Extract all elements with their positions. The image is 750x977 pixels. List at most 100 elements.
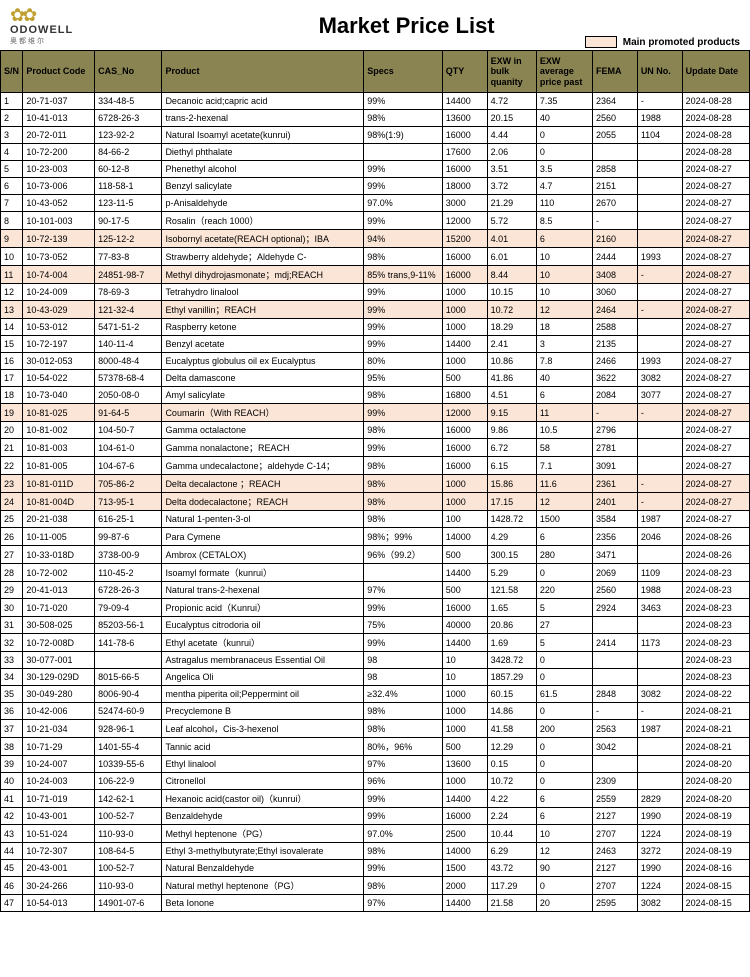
table-cell: 2151 <box>592 178 637 195</box>
table-cell <box>592 144 637 161</box>
column-header: Product Code <box>23 51 95 93</box>
table-cell: 280 <box>536 546 592 564</box>
table-cell: 38 <box>1 738 23 756</box>
table-row: 2710-33-018D3738-00-9Ambrox (CETALOX)96%… <box>1 546 750 564</box>
table-cell: Benzaldehyde <box>162 808 364 825</box>
table-cell: Ambrox (CETALOX) <box>162 546 364 564</box>
table-cell: 110 <box>536 195 592 212</box>
table-cell: 2024-08-27 <box>682 301 749 319</box>
table-header-row: S/NProduct CodeCAS_NoProductSpecsQTYEXW … <box>1 51 750 93</box>
table-cell: Isoamyl formate（kunrui） <box>162 564 364 582</box>
table-cell: 2024-08-15 <box>682 877 749 895</box>
table-cell: 1000 <box>442 353 487 370</box>
table-cell: Gamma undecalactone；aldehyde C-14； <box>162 457 364 475</box>
table-cell: 3060 <box>592 284 637 301</box>
table-cell: 10.72 <box>487 301 536 319</box>
table-row: 3810-71-291401-55-4Tannic acid80%，96%500… <box>1 738 750 756</box>
table-cell <box>364 144 442 161</box>
table-cell: 0 <box>536 703 592 720</box>
table-cell: 10.86 <box>487 353 536 370</box>
table-cell: 10-81-005 <box>23 457 95 475</box>
table-cell: 9.86 <box>487 422 536 439</box>
table-cell: 12 <box>536 493 592 511</box>
table-cell: 140-11-4 <box>95 336 162 353</box>
table-cell: 1 <box>1 93 23 110</box>
table-cell: 110-45-2 <box>95 564 162 582</box>
table-cell: 98% <box>364 387 442 404</box>
table-row: 1710-54-02257378-68-4Delta damascone95%5… <box>1 370 750 387</box>
table-cell: 97% <box>364 895 442 912</box>
table-row: 2010-81-002104-50-7Gamma octalactone98%1… <box>1 422 750 439</box>
table-cell: 1988 <box>637 110 682 127</box>
table-row: 3710-21-034928-96-1Leaf alcohol，Cis-3-he… <box>1 720 750 738</box>
table-cell: 95% <box>364 370 442 387</box>
table-cell <box>592 652 637 669</box>
table-cell: 99% <box>364 439 442 457</box>
table-cell: 20.15 <box>487 110 536 127</box>
table-row: 4310-51-024110-93-0Methyl heptenone（PG）9… <box>1 825 750 843</box>
table-cell: 17.15 <box>487 493 536 511</box>
table-cell: Delta decalactone ；REACH <box>162 475 364 493</box>
table-cell: 4.01 <box>487 230 536 248</box>
table-row: 2920-41-0136728-26-3Natural trans-2-hexe… <box>1 582 750 599</box>
table-cell: 3738-00-9 <box>95 546 162 564</box>
table-cell: 30-077-001 <box>23 652 95 669</box>
brand-logo: ✿✿ ODOWELL 奥都维尔 <box>10 6 73 46</box>
table-cell: 6 <box>1 178 23 195</box>
table-cell: 98% <box>364 493 442 511</box>
table-cell <box>637 457 682 475</box>
price-table: S/NProduct CodeCAS_NoProductSpecsQTYEXW … <box>0 50 750 912</box>
table-cell: 1000 <box>442 493 487 511</box>
table-cell <box>637 230 682 248</box>
table-cell: 60.15 <box>487 686 536 703</box>
table-cell: 6728-26-3 <box>95 582 162 599</box>
table-body: 120-71-037334-48-5Decanoic acid;capric a… <box>1 93 750 912</box>
table-cell: 15.86 <box>487 475 536 493</box>
column-header: EXW in bulk quanity <box>487 51 536 93</box>
table-cell: 98% <box>364 877 442 895</box>
table-cell: 1109 <box>637 564 682 582</box>
table-cell <box>637 669 682 686</box>
table-cell: 10-72-002 <box>23 564 95 582</box>
table-cell: 30-012-053 <box>23 353 95 370</box>
table-row: 2310-81-011D705-86-2Delta decalactone ；R… <box>1 475 750 493</box>
table-cell: 97% <box>364 756 442 773</box>
table-cell <box>637 617 682 634</box>
table-cell: 12 <box>536 843 592 860</box>
table-cell: 12000 <box>442 404 487 422</box>
table-cell: 6 <box>536 790 592 808</box>
table-cell: 5.29 <box>487 564 536 582</box>
table-cell: 10-81-011D <box>23 475 95 493</box>
table-cell: 1173 <box>637 634 682 652</box>
table-cell: 1000 <box>442 284 487 301</box>
table-cell: 2024-08-23 <box>682 582 749 599</box>
table-cell: 3 <box>536 336 592 353</box>
table-cell <box>637 161 682 178</box>
brand-sub: 奥都维尔 <box>10 36 46 46</box>
table-cell: 1987 <box>637 720 682 738</box>
table-cell: 2024-08-23 <box>682 652 749 669</box>
table-cell: 99% <box>364 808 442 825</box>
table-cell: 2858 <box>592 161 637 178</box>
table-cell: 1000 <box>442 773 487 790</box>
table-cell: 10-54-013 <box>23 895 95 912</box>
table-cell: 1993 <box>637 353 682 370</box>
table-cell: 2024-08-28 <box>682 144 749 161</box>
table-cell: 10-43-052 <box>23 195 95 212</box>
table-cell: 42 <box>1 808 23 825</box>
table-cell: 3584 <box>592 511 637 528</box>
table-cell: 8000-48-4 <box>95 353 162 370</box>
table-cell: 84-66-2 <box>95 144 162 161</box>
table-cell: 3077 <box>637 387 682 404</box>
table-cell: 99% <box>364 634 442 652</box>
table-cell: 99% <box>364 161 442 178</box>
table-cell: 10 <box>536 825 592 843</box>
table-cell: 2024-08-28 <box>682 110 749 127</box>
table-cell: 2 <box>1 110 23 127</box>
table-row: 710-43-052123-11-5p-Anisaldehyde97.0%300… <box>1 195 750 212</box>
table-cell: 99% <box>364 93 442 110</box>
table-cell: 40 <box>1 773 23 790</box>
table-cell: 10-23-003 <box>23 161 95 178</box>
table-cell: 3.51 <box>487 161 536 178</box>
table-cell: 16000 <box>442 161 487 178</box>
